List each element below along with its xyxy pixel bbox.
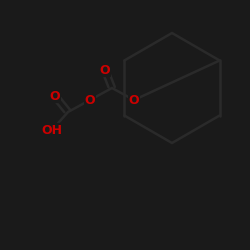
Text: O: O [85, 94, 95, 106]
Text: O: O [100, 64, 110, 76]
Text: OH: OH [42, 124, 62, 136]
Text: O: O [129, 94, 139, 106]
Text: O: O [50, 90, 60, 102]
